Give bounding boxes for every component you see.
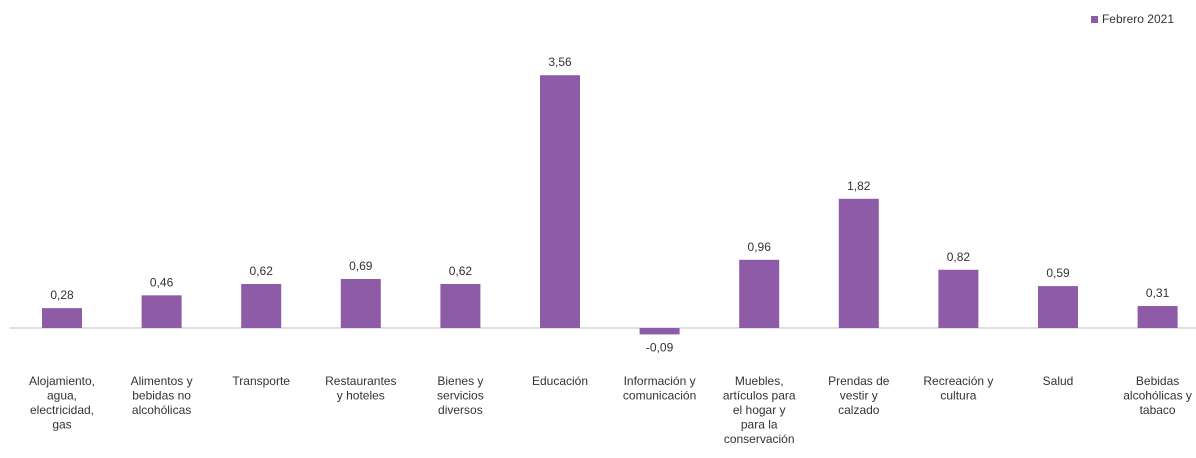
- data-label: 0,46: [150, 275, 174, 289]
- category-label: Alojamiento, agua, electricidad, gas: [29, 374, 95, 432]
- category-label: Recreación y cultura: [923, 374, 993, 403]
- category-label: Bienes y servicios diversos: [437, 374, 484, 417]
- data-label: 0,96: [748, 240, 772, 254]
- category-label-line: gas: [52, 418, 71, 432]
- data-label: 0,62: [449, 264, 473, 278]
- category-label-line: Educación: [532, 374, 588, 388]
- category-label-line: Salud: [1043, 374, 1074, 388]
- category-label: Alimentos y bebidas no alcohólicas: [131, 374, 193, 417]
- bar: [838, 198, 879, 328]
- bar: [141, 295, 182, 328]
- data-label: 1,82: [847, 179, 871, 193]
- category-label-line: comunicación: [623, 389, 696, 403]
- category-label-line: artículos para: [723, 389, 796, 403]
- category-label: Salud: [1043, 374, 1074, 388]
- category-label-line: Prendas de: [828, 374, 890, 388]
- category-label: Transporte: [232, 374, 290, 388]
- data-label: 0,82: [947, 250, 971, 264]
- category-label-line: calzado: [838, 403, 880, 417]
- bar: [1137, 305, 1178, 328]
- category-label-line: tabaco: [1140, 403, 1176, 417]
- data-label: 0,62: [250, 264, 274, 278]
- category-label-line: alcohólicas: [132, 403, 191, 417]
- category-label-line: para la: [741, 418, 778, 432]
- bar: [639, 328, 680, 335]
- category-label-line: agua,: [47, 389, 77, 403]
- data-label: 3,56: [548, 55, 572, 69]
- data-label: 0,69: [349, 259, 373, 273]
- category-label-line: diversos: [438, 403, 483, 417]
- category-label-line: alcohólicas y: [1123, 389, 1192, 403]
- category-label-line: y hoteles: [337, 389, 385, 403]
- category-label-line: Bebidas: [1136, 374, 1179, 388]
- category-label-line: Restaurantes: [325, 374, 396, 388]
- category-label: Restaurantes y hoteles: [325, 374, 396, 403]
- category-label: Educación: [532, 374, 588, 388]
- data-label: 0,28: [50, 288, 74, 302]
- bar: [241, 283, 282, 328]
- bar: [938, 269, 979, 328]
- bar: [42, 308, 82, 328]
- category-label-line: Alimentos y: [131, 374, 193, 388]
- category-label-line: conservación: [724, 432, 795, 446]
- legend: Febrero 2021: [1090, 12, 1174, 26]
- bar: [1038, 286, 1078, 328]
- category-label: Muebles, artículos para el hogar y para la c…: [723, 374, 796, 446]
- data-label: 0,59: [1046, 266, 1070, 280]
- category-label-line: servicios: [437, 389, 484, 403]
- category-label-line: Bienes y: [437, 374, 483, 388]
- category-label-line: el hogar y: [733, 403, 786, 417]
- bar: [340, 279, 381, 328]
- data-label: 0,31: [1146, 286, 1170, 300]
- legend-swatch: [1090, 15, 1098, 23]
- bar: [540, 75, 580, 329]
- category-label-line: Muebles,: [735, 374, 784, 388]
- category-label-line: bebidas no: [132, 389, 191, 403]
- data-label: -0,09: [646, 340, 674, 354]
- category-label-line: Alojamiento,: [29, 374, 95, 388]
- category-label-line: Información y: [624, 374, 696, 388]
- category-label-line: Recreación y: [923, 374, 993, 388]
- legend-label: Febrero 2021: [1101, 12, 1174, 26]
- category-label: Prendas de vestir y calzado: [828, 374, 890, 417]
- category-label: Bebidas alcohólicas y tabaco: [1123, 374, 1192, 417]
- category-label-line: Transporte: [232, 374, 290, 388]
- bar: [739, 259, 780, 328]
- category-label-line: cultura: [940, 389, 976, 403]
- category-label-line: vestir y: [840, 389, 878, 403]
- category-label: Información y comunicación: [623, 374, 696, 403]
- bar: [440, 283, 481, 328]
- category-label-line: electricidad,: [30, 403, 94, 417]
